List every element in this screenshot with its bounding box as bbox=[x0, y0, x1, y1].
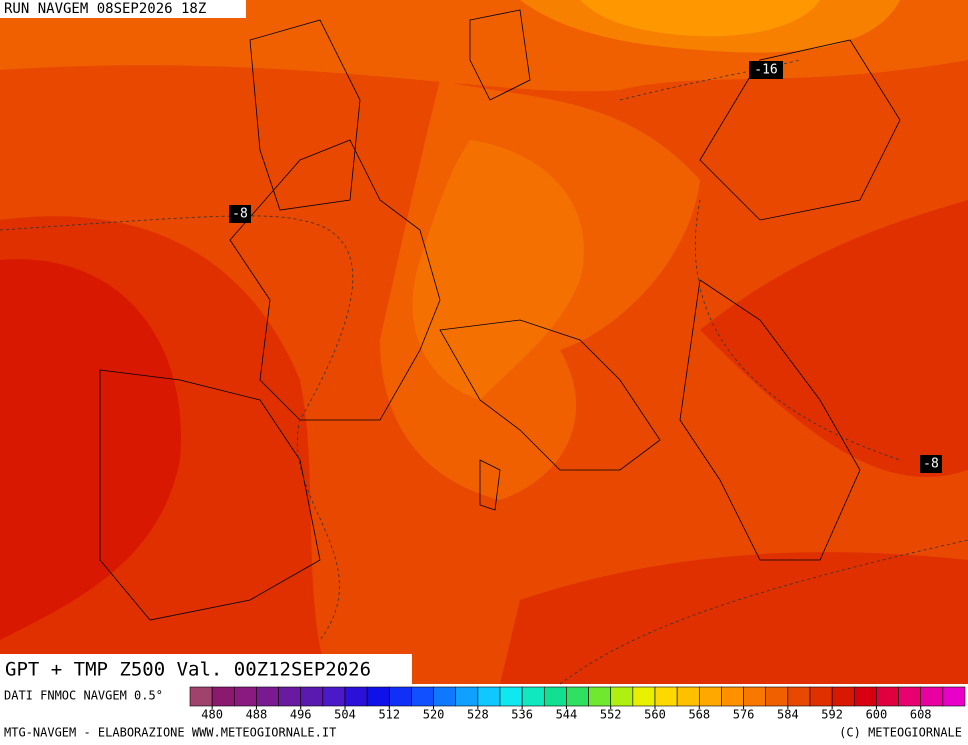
colorbar-tick-label: 488 bbox=[246, 708, 268, 722]
colorbar-tick-label: 520 bbox=[423, 708, 445, 722]
colorbar-swatch bbox=[344, 686, 368, 707]
colorbar-swatch bbox=[477, 686, 501, 707]
colorbar-tick-label: 496 bbox=[290, 708, 312, 722]
colorbar-tick-label: 560 bbox=[644, 708, 666, 722]
colorbar: 480 488 496 504 512 520 528 536 544 552 560 568 576 5… bbox=[189, 686, 966, 722]
colorbar-swatch bbox=[521, 686, 545, 707]
colorbar-swatch bbox=[543, 686, 567, 707]
colorbar-swatch bbox=[920, 686, 944, 707]
isoline-label-box bbox=[749, 61, 783, 79]
colorbar-tick-label: 600 bbox=[866, 708, 888, 722]
colorbar-tick-label: 528 bbox=[467, 708, 489, 722]
map bbox=[0, 0, 968, 685]
isoline-label: -8 bbox=[232, 207, 248, 222]
band bbox=[580, 0, 820, 37]
colorbar-swatch bbox=[632, 686, 656, 707]
colorbar-tick-label: 544 bbox=[556, 708, 578, 722]
colorbar-swatch bbox=[831, 686, 855, 707]
colorbar-swatch bbox=[211, 686, 235, 707]
isoline-label-box bbox=[920, 455, 942, 473]
colorbar-swatch bbox=[256, 686, 279, 707]
colorbar-tick-label: 584 bbox=[777, 708, 799, 722]
colorbar-swatch bbox=[698, 686, 722, 707]
colorbar-swatch bbox=[411, 686, 434, 707]
colorbar-swatch bbox=[455, 686, 479, 707]
footer-right: (C) METEOGIORNALE bbox=[839, 726, 962, 740]
colorbar-swatch bbox=[366, 686, 390, 707]
colorbar-swatch bbox=[787, 686, 811, 707]
colorbar-swatch bbox=[300, 686, 324, 707]
colorbar-swatch bbox=[721, 686, 744, 707]
colorbar-swatch bbox=[853, 686, 877, 707]
colorbar-tick-label: 512 bbox=[378, 708, 400, 722]
colorbar-swatch bbox=[433, 686, 457, 707]
band bbox=[0, 259, 181, 640]
band bbox=[412, 140, 584, 400]
colorbar-swatch bbox=[809, 686, 833, 707]
band bbox=[700, 200, 968, 478]
isoline-label: -16 bbox=[754, 63, 777, 78]
colorbar-swatch bbox=[189, 686, 213, 707]
run-header: RUN NAVGEM 08SEP2026 18Z bbox=[4, 1, 206, 17]
colorbar-swatch bbox=[233, 686, 257, 707]
colorbar-tick-label: 504 bbox=[334, 708, 356, 722]
colorbar-tick-label: 536 bbox=[511, 708, 533, 722]
colorbar-tick-label: 608 bbox=[910, 708, 932, 722]
title-box bbox=[0, 654, 412, 684]
colorbar-swatch bbox=[322, 686, 346, 707]
colorbar-swatch bbox=[388, 686, 412, 707]
source-label: DATI FNMOC NAVGEM 0.5° bbox=[4, 689, 163, 703]
map-title: GPT + TMP Z500 Val. 00Z12SEP2026 bbox=[5, 659, 371, 681]
colorbar-swatch bbox=[566, 686, 589, 707]
isoline-label: -8 bbox=[923, 457, 939, 472]
colorbar-tick-label: 552 bbox=[600, 708, 622, 722]
colorbar-swatch bbox=[654, 686, 678, 707]
colorbar-swatch bbox=[588, 686, 612, 707]
colorbar-swatch bbox=[876, 686, 899, 707]
colorbar-swatch bbox=[765, 686, 789, 707]
colorbar-swatch bbox=[942, 686, 966, 707]
colorbar-tick-label: 480 bbox=[201, 708, 223, 722]
colorbar-swatch bbox=[278, 686, 302, 707]
colorbar-swatch bbox=[743, 686, 767, 707]
coastlines bbox=[99, 9, 901, 621]
isolines bbox=[0, 59, 968, 685]
colorbar-swatch bbox=[610, 686, 634, 707]
colorbar-tick-label: 568 bbox=[688, 708, 710, 722]
footer-left: MTG-NAVGEM - ELABORAZIONE WWW.METEOGIORN… bbox=[4, 726, 336, 740]
header-box bbox=[0, 0, 246, 18]
colorbar-tick-label: 576 bbox=[733, 708, 755, 722]
band bbox=[500, 552, 968, 684]
isoline-label-box bbox=[229, 205, 251, 223]
colorbar-swatch bbox=[499, 686, 523, 707]
colorbar-swatch bbox=[676, 686, 700, 707]
colorbar-swatch bbox=[898, 686, 922, 707]
colorbar-tick-label: 592 bbox=[821, 708, 843, 722]
